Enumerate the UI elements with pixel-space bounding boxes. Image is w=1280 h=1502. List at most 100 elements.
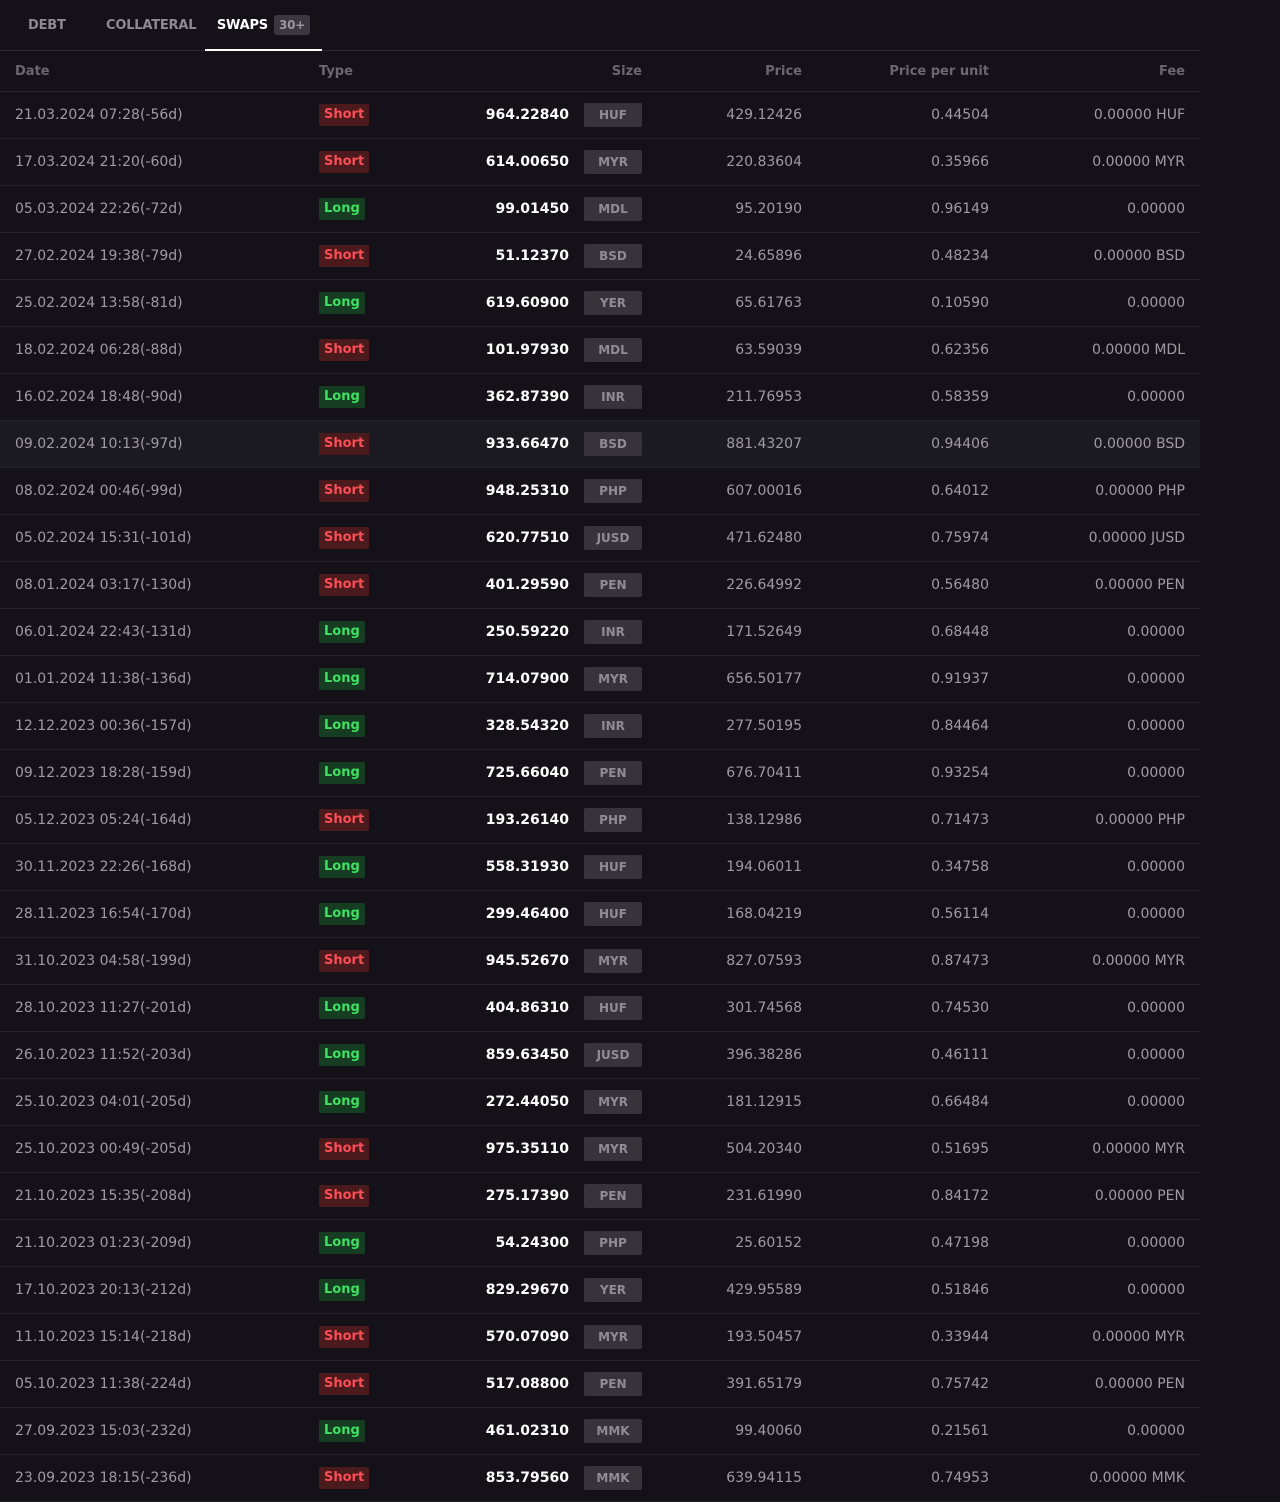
swap-type-cell: Long xyxy=(319,750,365,796)
swap-type-badge: Short xyxy=(319,527,370,549)
swap-fee: 0.00000 xyxy=(1127,859,1185,875)
swap-type-cell: Long xyxy=(319,1079,365,1125)
table-row[interactable]: 28.11.2023 16:54(-170d) Long 299.46400 HUF 1… xyxy=(0,891,1200,938)
swap-type-badge: Long xyxy=(319,668,365,690)
table-row[interactable]: 08.01.2024 03:17(-130d) Short 401.29590 PEN… xyxy=(0,562,1200,609)
swap-currency-cell: JUSD xyxy=(584,1032,642,1078)
table-body: 21.03.2024 07:28(-56d) Short 964.22840 HUF 4… xyxy=(0,92,1200,1502)
swap-type-badge: Long xyxy=(319,1091,365,1113)
currency-badge: BSD xyxy=(584,244,642,268)
swap-type-cell: Long xyxy=(319,374,365,420)
swap-size: 558.31930 xyxy=(485,859,569,875)
swap-date: 25.10.2023 00:49(-205d) xyxy=(15,1141,192,1157)
currency-badge: MYR xyxy=(584,1137,642,1161)
tab-collateral[interactable]: COLLATERAL xyxy=(106,17,197,33)
swap-type-cell: Long xyxy=(319,186,365,232)
column-header-date[interactable]: Date xyxy=(15,63,50,79)
currency-badge: MYR xyxy=(584,150,642,174)
table-row[interactable]: 25.10.2023 04:01(-205d) Long 272.44050 MYR 1… xyxy=(0,1079,1200,1126)
swap-price: 99.40060 xyxy=(735,1423,802,1439)
tab-swaps[interactable]: SWAPS 30+ xyxy=(205,0,322,51)
table-row[interactable]: 27.09.2023 15:03(-232d) Long 461.02310 MMK 9… xyxy=(0,1408,1200,1455)
table-row[interactable]: 05.12.2023 05:24(-164d) Short 193.26140 PHP… xyxy=(0,797,1200,844)
swap-price-per-unit: 0.51695 xyxy=(931,1141,989,1157)
currency-badge: MDL xyxy=(584,197,642,221)
swap-date: 12.12.2023 00:36(-157d) xyxy=(15,718,192,734)
swap-size: 725.66040 xyxy=(485,765,569,781)
table-row[interactable]: 21.10.2023 01:23(-209d) Long 54.24300 PHP 25… xyxy=(0,1220,1200,1267)
currency-badge: MYR xyxy=(584,949,642,973)
table-row[interactable]: 25.02.2024 13:58(-81d) Long 619.60900 YER 65… xyxy=(0,280,1200,327)
swap-fee: 0.00000 xyxy=(1127,389,1185,405)
table-row[interactable]: 05.10.2023 11:38(-224d) Short 517.08800 PEN… xyxy=(0,1361,1200,1408)
swap-type-cell: Short xyxy=(319,1455,370,1501)
swap-fee: 0.00000 xyxy=(1127,1423,1185,1439)
table-row[interactable]: 09.12.2023 18:28(-159d) Long 725.66040 PEN 6… xyxy=(0,750,1200,797)
table-row[interactable]: 17.03.2024 21:20(-60d) Short 614.00650 MYR 2… xyxy=(0,139,1200,186)
table-row[interactable]: 21.10.2023 15:35(-208d) Short 275.17390 PEN… xyxy=(0,1173,1200,1220)
swap-price: 220.83604 xyxy=(726,154,802,170)
swap-date: 30.11.2023 22:26(-168d) xyxy=(15,859,192,875)
currency-badge: YER xyxy=(584,291,642,315)
swap-currency-cell: MDL xyxy=(584,327,642,373)
swap-price: 168.04219 xyxy=(726,906,802,922)
column-header-size[interactable]: Size xyxy=(611,63,642,79)
table-row[interactable]: 23.09.2023 18:15(-236d) Short 853.79560 MMK… xyxy=(0,1455,1200,1502)
table-row[interactable]: 31.10.2023 04:58(-199d) Short 945.52670 MYR… xyxy=(0,938,1200,985)
tab-debt[interactable]: DEBT xyxy=(28,17,66,33)
swap-price: 193.50457 xyxy=(726,1329,802,1345)
swap-currency-cell: INR xyxy=(584,703,642,749)
table-row[interactable]: 18.02.2024 06:28(-88d) Short 101.97930 MDL 6… xyxy=(0,327,1200,374)
table-row[interactable]: 09.02.2024 10:13(-97d) Short 933.66470 BSD 8… xyxy=(0,421,1200,468)
currency-badge: MMK xyxy=(584,1466,642,1490)
currency-badge: HUF xyxy=(584,103,642,127)
table-row[interactable]: 28.10.2023 11:27(-201d) Long 404.86310 HUF 3… xyxy=(0,985,1200,1032)
swap-price-per-unit: 0.33944 xyxy=(931,1329,989,1345)
table-row[interactable]: 05.02.2024 15:31(-101d) Short 620.77510 JUS… xyxy=(0,515,1200,562)
table-row[interactable]: 21.03.2024 07:28(-56d) Short 964.22840 HUF 4… xyxy=(0,92,1200,139)
column-header-price-per-unit[interactable]: Price per unit xyxy=(889,63,989,79)
currency-badge: JUSD xyxy=(584,1043,642,1067)
table-row[interactable]: 17.10.2023 20:13(-212d) Long 829.29670 YER 4… xyxy=(0,1267,1200,1314)
table-row[interactable]: 26.10.2023 11:52(-203d) Long 859.63450 JUSD… xyxy=(0,1032,1200,1079)
table-row[interactable]: 01.01.2024 11:38(-136d) Long 714.07900 MYR 6… xyxy=(0,656,1200,703)
swap-price-per-unit: 0.21561 xyxy=(931,1423,989,1439)
table-row[interactable]: 16.02.2024 18:48(-90d) Long 362.87390 INR 21… xyxy=(0,374,1200,421)
table-row[interactable]: 06.01.2024 22:43(-131d) Long 250.59220 INR 1… xyxy=(0,609,1200,656)
table-row[interactable]: 05.03.2024 22:26(-72d) Long 99.01450 MDL 95.… xyxy=(0,186,1200,233)
table-row[interactable]: 08.02.2024 00:46(-99d) Short 948.25310 PHP 6… xyxy=(0,468,1200,515)
swap-date: 05.10.2023 11:38(-224d) xyxy=(15,1376,192,1392)
table-row[interactable]: 11.10.2023 15:14(-218d) Short 570.07090 MYR… xyxy=(0,1314,1200,1361)
swap-price: 656.50177 xyxy=(726,671,802,687)
table-row[interactable]: 25.10.2023 00:49(-205d) Short 975.35110 MYR… xyxy=(0,1126,1200,1173)
table-row[interactable]: 30.11.2023 22:26(-168d) Long 558.31930 HUF 1… xyxy=(0,844,1200,891)
swap-price: 25.60152 xyxy=(735,1235,802,1251)
swap-type-cell: Short xyxy=(319,421,370,467)
currency-badge: HUF xyxy=(584,855,642,879)
table-row[interactable]: 27.02.2024 19:38(-79d) Short 51.12370 BSD 24… xyxy=(0,233,1200,280)
swap-size: 401.29590 xyxy=(485,577,569,593)
table-row[interactable]: 12.12.2023 00:36(-157d) Long 328.54320 INR 2… xyxy=(0,703,1200,750)
swap-currency-cell: MMK xyxy=(584,1408,642,1454)
column-header-type[interactable]: Type xyxy=(319,63,353,79)
swap-price: 181.12915 xyxy=(726,1094,802,1110)
swap-size: 619.60900 xyxy=(485,295,569,311)
swap-type-badge: Long xyxy=(319,386,365,408)
swap-type-badge: Short xyxy=(319,950,370,972)
swap-type-badge: Short xyxy=(319,339,370,361)
swap-type-cell: Short xyxy=(319,139,370,185)
swap-type-badge: Short xyxy=(319,433,370,455)
swap-price: 881.43207 xyxy=(726,436,802,452)
swap-type-cell: Short xyxy=(319,468,370,514)
swap-price-per-unit: 0.93254 xyxy=(931,765,989,781)
swap-size: 829.29670 xyxy=(485,1282,569,1298)
swap-date: 31.10.2023 04:58(-199d) xyxy=(15,953,192,969)
swap-price-per-unit: 0.91937 xyxy=(931,671,989,687)
currency-badge: BSD xyxy=(584,432,642,456)
swap-fee: 0.00000 MYR xyxy=(1092,1141,1185,1157)
swap-date: 01.01.2024 11:38(-136d) xyxy=(15,671,192,687)
column-header-fee[interactable]: Fee xyxy=(1159,63,1185,79)
swap-fee: 0.00000 xyxy=(1127,1094,1185,1110)
swap-price-per-unit: 0.48234 xyxy=(931,248,989,264)
column-header-price[interactable]: Price xyxy=(765,63,802,79)
